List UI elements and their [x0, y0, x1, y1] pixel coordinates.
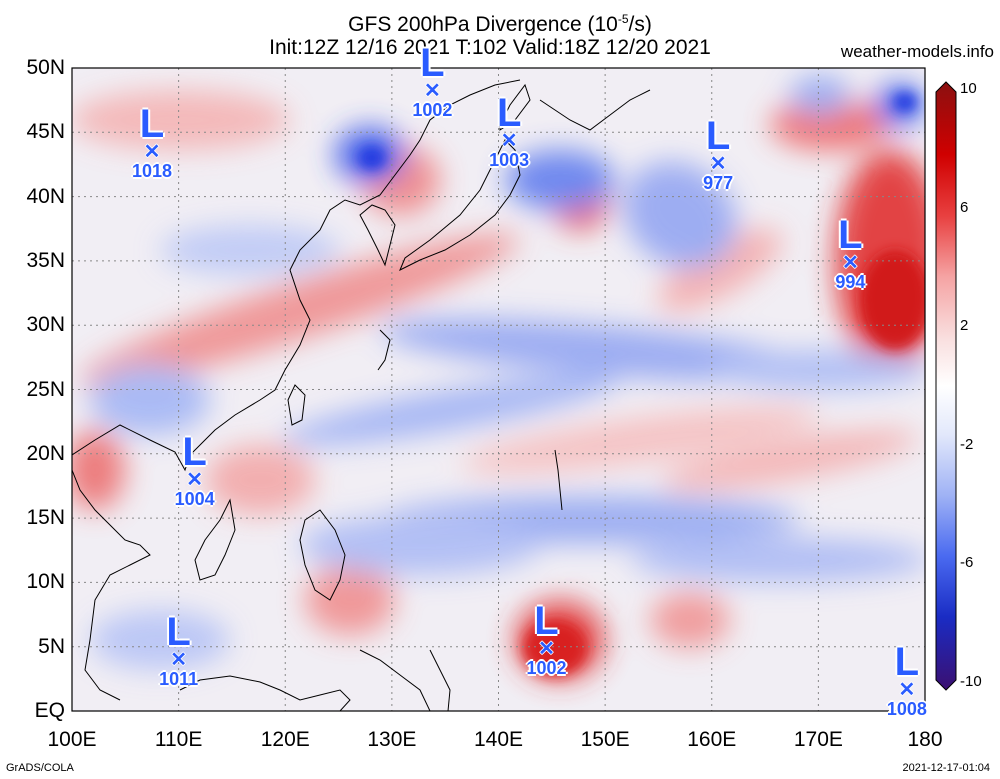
lon-tick-label: 150E [580, 728, 630, 751]
lat-tick-label: 45N [26, 120, 65, 144]
lat-tick-label: 25N [26, 377, 65, 401]
coastlines [72, 79, 651, 711]
low-center-letter: L [420, 41, 445, 86]
lon-tick-label: 110E [154, 728, 203, 751]
colorbar [935, 81, 957, 691]
lat-tick-label: 30N [26, 313, 65, 337]
low-center-letter: L [496, 91, 522, 136]
low-center-letter: L [166, 609, 191, 654]
map-subtitle: Init:12Z 12/16 2021 T:102 Valid:18Z 12/2… [269, 36, 711, 59]
lat-tick-label: 40N [26, 184, 65, 208]
low-center-marker: ✕ [841, 252, 859, 275]
lon-tick-label: 120E [260, 728, 310, 751]
colorbar-label-neg10: -10 [960, 673, 982, 690]
lon-tick-label: 160E [687, 728, 737, 751]
low-center-letter: L [139, 101, 165, 146]
lat-tick-label: 35N [26, 248, 65, 272]
low-center-marker: ✕ [709, 153, 727, 176]
lon-tick-label: 100E [47, 728, 97, 751]
map-title: GFS 200hPa Divergence (10-5/s) [348, 12, 652, 36]
lat-tick-label: EQ [34, 699, 65, 722]
low-center-letter: L [705, 114, 731, 159]
low-center-letter: L [534, 599, 559, 644]
source-site: weather-models.info [840, 42, 994, 61]
colorbar-label-10: 10 [960, 80, 977, 97]
low-center-letter: L [894, 640, 920, 685]
lon-tick-label: 140E [473, 728, 524, 751]
footer-timestamp: 2021-12-17-01:04 [902, 762, 990, 774]
lat-tick-label: 15N [26, 506, 65, 530]
lon-tick-label: 170E [793, 728, 843, 751]
low-center-marker: ✕ [538, 638, 555, 661]
colorbar-label-6: 6 [960, 199, 969, 216]
colorbar-label-neg6: -6 [960, 554, 974, 571]
low-center-letter: L [838, 213, 863, 258]
low-center-marker: ✕ [898, 679, 916, 702]
plot-frame [71, 67, 926, 712]
low-center-pressure: 994 [835, 272, 866, 293]
footer-software: GrADS/COLA [6, 762, 74, 774]
low-center-marker: ✕ [500, 130, 518, 153]
low-center-pressure: 1008 [886, 699, 927, 720]
lon-tick-label: 180 [907, 728, 943, 751]
lon-tick-label: 130E [367, 728, 417, 751]
lat-tick-label: 10N [26, 570, 65, 594]
low-center-pressure: 977 [703, 173, 734, 194]
low-center-pressure: 1011 [159, 668, 199, 689]
low-center-pressure: 1002 [526, 658, 567, 679]
lat-tick-label: 20N [26, 441, 65, 465]
colorbar-label-2: 2 [960, 317, 969, 334]
lat-tick-label: 5N [38, 634, 65, 658]
low-center-letter: L [182, 429, 207, 474]
low-center-marker: ✕ [186, 468, 203, 491]
low-center-pressure: 1003 [489, 150, 530, 171]
low-center-marker: ✕ [170, 648, 188, 671]
divergence-field [72, 68, 925, 711]
low-center-pressure: 1004 [174, 488, 215, 509]
low-center-pressure: 1018 [131, 160, 172, 181]
low-center-marker: ✕ [143, 140, 161, 163]
graticule [72, 68, 925, 711]
lat-tick-label: 50N [26, 56, 65, 79]
low-center-pressure: 1002 [412, 100, 453, 121]
colorbar-label-neg2: -2 [960, 436, 974, 453]
low-center-marker: ✕ [424, 80, 441, 103]
